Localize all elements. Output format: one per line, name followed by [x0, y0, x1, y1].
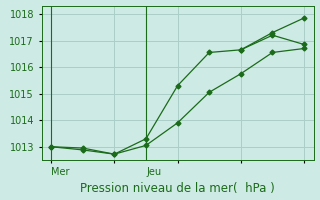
Text: Mer: Mer [51, 167, 69, 177]
X-axis label: Pression niveau de la mer(  hPa ): Pression niveau de la mer( hPa ) [80, 182, 275, 195]
Text: Jeu: Jeu [146, 167, 161, 177]
